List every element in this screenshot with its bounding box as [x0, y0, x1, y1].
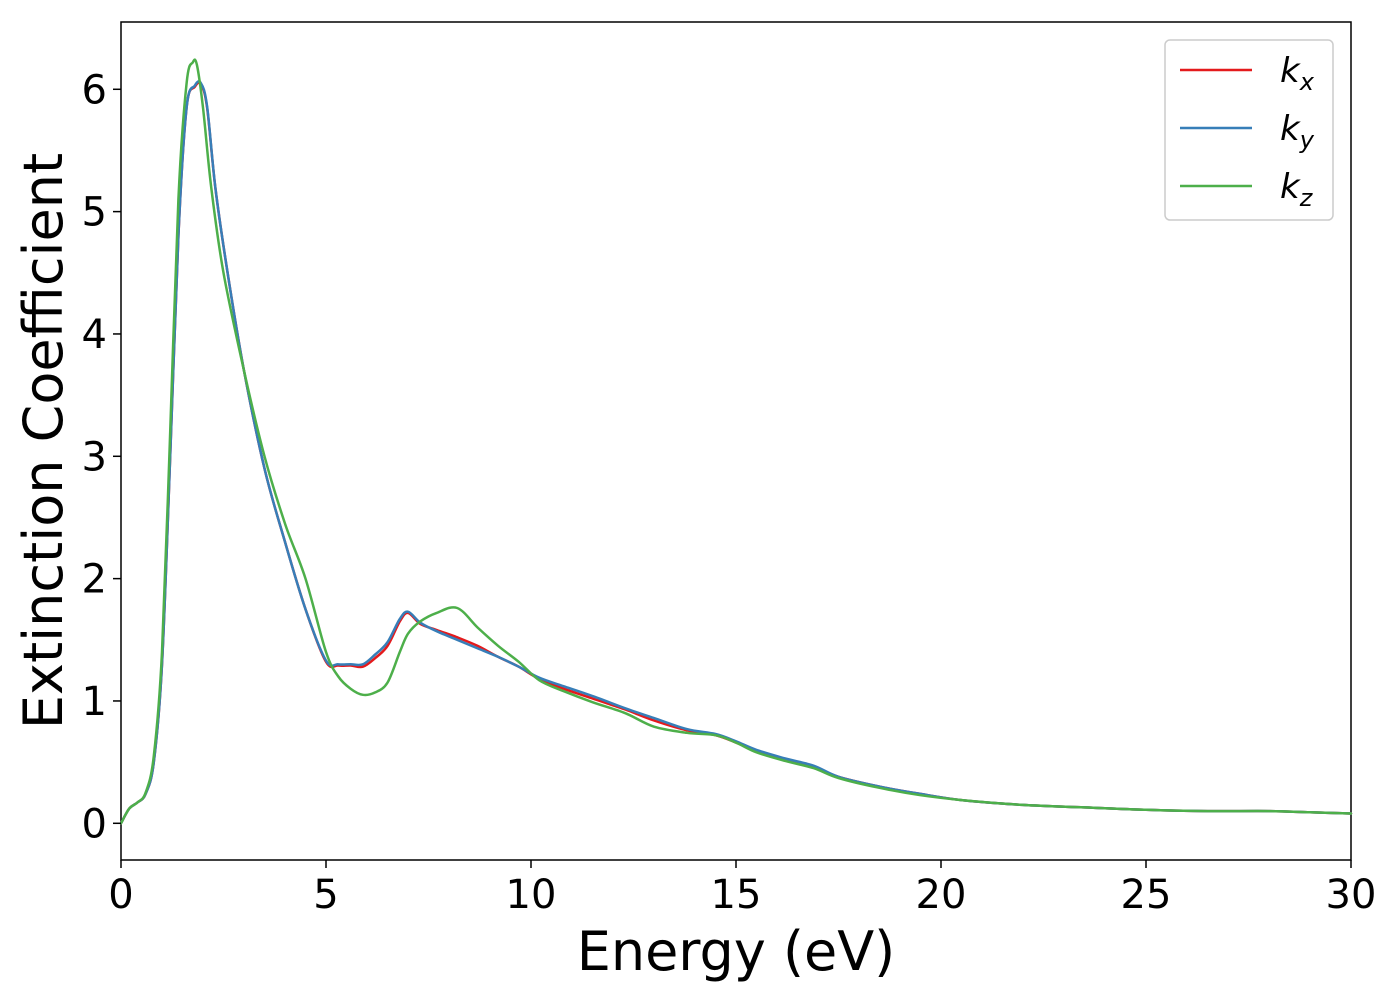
y-tick-label: 5: [82, 190, 107, 236]
x-tick-label: 10: [506, 872, 557, 918]
series-lines: [119, 58, 1353, 825]
x-tick-label: 25: [1121, 872, 1172, 918]
x-tick-label: 5: [313, 872, 338, 918]
y-tick-label: 3: [82, 434, 107, 480]
y-tick-label: 0: [82, 801, 107, 847]
legend: kx ky kz: [1164, 39, 1334, 221]
y-axis-label: Extinction Coefficient: [12, 153, 75, 729]
x-tick-label: 0: [108, 872, 133, 918]
plot-area: [120, 21, 1352, 861]
y-tick-label: 2: [82, 557, 107, 603]
x-axis-label: Energy (eV): [577, 920, 896, 983]
legend-label-z: kz: [1280, 167, 1314, 212]
legend-box: [1164, 39, 1334, 221]
x-axis-ticks: 0 5 10 15 20 25 30: [108, 860, 1376, 918]
x-tick-label: 15: [711, 872, 762, 918]
y-axis-ticks: 0 1 2 3 4 5 6: [82, 67, 121, 847]
y-tick-label: 4: [82, 312, 107, 358]
y-tick-label: 6: [82, 67, 107, 113]
x-tick-label: 20: [916, 872, 967, 918]
y-tick-label: 1: [82, 679, 107, 725]
legend-label-y: ky: [1280, 109, 1315, 154]
x-tick-label: 30: [1326, 872, 1377, 918]
series-line-z: [119, 58, 1353, 825]
legend-label-x: kx: [1280, 51, 1315, 96]
